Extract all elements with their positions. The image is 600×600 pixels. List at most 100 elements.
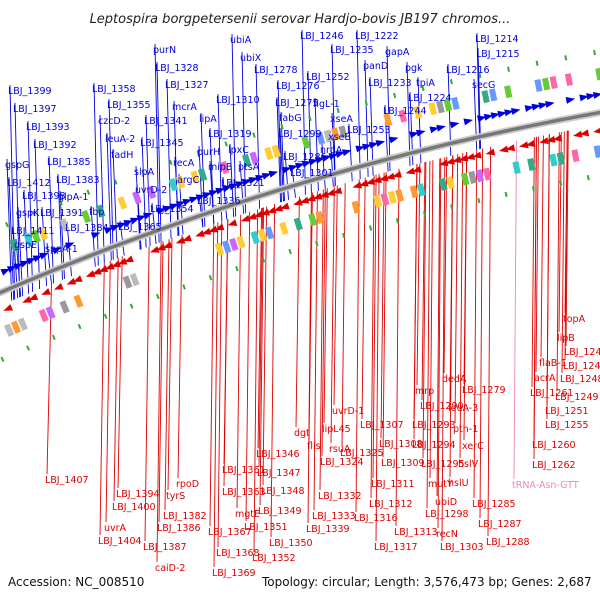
reverse-gene-arrow	[306, 194, 316, 202]
forward-gene-arrow	[449, 121, 460, 129]
leader-line-lbj-1311	[372, 174, 377, 479]
leader-line-lbj-1290	[421, 162, 426, 401]
reverse-gene-label-lbj-1333: LBJ_1333	[312, 511, 356, 522]
reverse-cog-block	[351, 200, 361, 214]
reverse-gene-arrow	[378, 174, 389, 182]
reverse-gene-arrow	[227, 219, 238, 226]
reverse-cog-block	[264, 226, 275, 240]
reverse-cog-block	[315, 210, 325, 225]
reverse-gene-label-flis: flis	[307, 441, 321, 452]
forward-gene-arrow	[116, 222, 127, 230]
reverse-gene-label-lbj-1394: LBJ_1394	[116, 489, 160, 500]
leader-line-lbj-1309	[382, 172, 387, 458]
leader-line-leua-2	[106, 132, 112, 261]
reverse-gene-arrow	[365, 178, 376, 185]
forward-gene-arrow	[208, 190, 219, 197]
forward-gene-label-gapa: gapA	[385, 47, 410, 58]
reverse-gene-arrow	[412, 165, 422, 173]
outer-tick-mark	[478, 72, 482, 78]
forward-gene-arrow	[32, 255, 43, 263]
reverse-gene-arrow	[111, 260, 122, 267]
leader-line-lbj-1215	[477, 47, 482, 149]
forward-gene-arrow	[182, 199, 193, 206]
forward-gene-arrow	[436, 124, 446, 132]
forward-cog-block	[488, 88, 498, 102]
reverse-gene-arrow	[499, 145, 509, 153]
forward-gene-arrow	[328, 153, 339, 160]
forward-gene-arrow	[321, 154, 332, 162]
leader-line-lbj-1327	[166, 78, 172, 239]
forward-gene-arrow	[90, 232, 101, 239]
forward-gene-arrow	[6, 266, 17, 273]
reverse-cog-block	[417, 183, 426, 197]
forward-gene-label-ptsa: ptsA	[238, 162, 260, 173]
leader-line-lbj-1255	[546, 134, 550, 420]
reverse-gene-arrow	[579, 129, 590, 137]
forward-cog-block	[9, 238, 20, 252]
reverse-gene-arrow	[332, 187, 343, 194]
inner-tick-mark	[477, 197, 481, 204]
reverse-gene-arrow	[572, 130, 583, 138]
forward-gene-arrow	[355, 145, 365, 153]
reverse-gene-label-lbj-1363: LBJ_1363	[222, 487, 266, 498]
forward-gene-label-lbj-1365: LBJ_1365	[118, 222, 162, 233]
forward-gene-arrow	[362, 143, 372, 151]
forward-gene-label-lbj-1321: LBJ_1321	[221, 178, 265, 189]
leader-line-lbj-1392	[34, 138, 41, 290]
leader-line-uvrd-1	[333, 185, 338, 406]
reverse-gene-label-lbj-1339: LBJ_1339	[306, 524, 350, 535]
forward-gene-label-lbj-1216: LBJ_1216	[446, 65, 490, 76]
forward-gene-label-lbj-1412: LBJ_1412	[7, 178, 51, 189]
leader-line-dgt	[295, 196, 300, 428]
forward-gene-arrow	[162, 205, 173, 213]
leader-line-lbj-1285	[473, 149, 478, 499]
forward-gene-arrow	[497, 110, 507, 118]
reverse-cog-block	[395, 188, 405, 202]
reverse-gene-label-lbj-1249: LBJ_1249	[555, 392, 599, 403]
forward-gene-arrow	[510, 107, 521, 115]
outer-tick-mark	[449, 79, 453, 85]
reverse-gene-label-lbj-1288: LBJ_1288	[486, 537, 530, 548]
reverse-gene-arrow	[319, 190, 330, 198]
reverse-gene-label-rpod: rpoD	[176, 479, 199, 490]
forward-gene-label-lbj-1319: LBJ_1319	[208, 129, 252, 140]
reverse-gene-arrow	[53, 282, 64, 290]
leader-line-lipl45	[323, 188, 328, 424]
leader-line-lbj-1324	[321, 188, 326, 457]
forward-gene-label-lbj-1354: LBJ_1354	[150, 204, 194, 215]
forward-gene-arrow	[335, 151, 345, 158]
reverse-gene-label-lbj-1261: LBJ_1261	[530, 388, 574, 399]
genome-info-text: Topology: circular; Length: 3,576,473 bp…	[261, 575, 592, 589]
forward-gene-arrow	[429, 126, 440, 134]
backbone-arc	[0, 110, 600, 295]
reverse-cog-block	[512, 161, 521, 175]
leader-line-lbj-1303	[441, 157, 446, 542]
reverse-cog-block	[460, 172, 470, 186]
leader-line-caid-2	[156, 242, 162, 563]
leader-line-lbj-1393	[27, 120, 34, 292]
forward-gene-label-gspe: gspE	[14, 240, 37, 251]
forward-gene-arrow	[415, 129, 426, 137]
reverse-cog-block	[446, 176, 455, 190]
forward-gene-label-lbj-1215: LBJ_1215	[476, 49, 520, 60]
forward-gene-label-lbj-1327: LBJ_1327	[165, 80, 209, 91]
reverse-gene-arrow	[505, 144, 516, 152]
forward-cog-block	[37, 226, 49, 241]
forward-gene-arrow	[288, 164, 299, 172]
forward-cog-block	[451, 96, 460, 110]
reverse-cog-block	[17, 317, 29, 331]
outer-tick-mark	[393, 92, 397, 99]
reverse-gene-label-lbj-1351: LBJ_1351	[244, 522, 288, 533]
reverse-gene-arrow	[279, 202, 290, 210]
reverse-gene-label-xerc: xerC	[462, 441, 484, 452]
reverse-gene-label-acra: acrA	[534, 373, 556, 384]
reverse-gene-label-muty: mutY	[428, 479, 453, 490]
forward-cog-block	[264, 146, 274, 161]
leader-line-lbj-1341	[145, 114, 151, 247]
reverse-gene-label-dgt: dgt	[294, 428, 310, 439]
forward-gene-label-lbj-1253: LBJ_1253	[347, 125, 391, 136]
reverse-gene-label-lbj-1316: LBJ_1316	[354, 513, 398, 524]
leader-line-lbj-1313	[395, 168, 400, 527]
reverse-gene-label-caid-2: caiD-2	[155, 563, 185, 574]
